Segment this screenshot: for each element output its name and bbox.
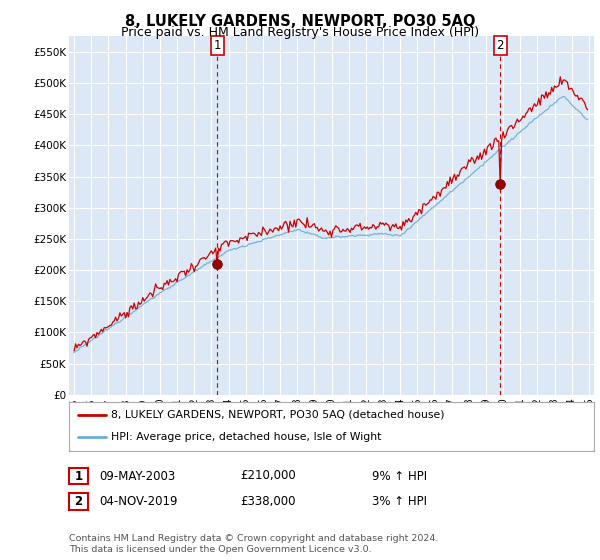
Text: 04-NOV-2019: 04-NOV-2019	[99, 494, 178, 508]
Text: Price paid vs. HM Land Registry's House Price Index (HPI): Price paid vs. HM Land Registry's House …	[121, 26, 479, 39]
Text: 1: 1	[214, 39, 221, 52]
Text: 2: 2	[74, 494, 83, 508]
Text: £210,000: £210,000	[240, 469, 296, 483]
Text: 9% ↑ HPI: 9% ↑ HPI	[372, 469, 427, 483]
Text: 3% ↑ HPI: 3% ↑ HPI	[372, 494, 427, 508]
Text: HPI: Average price, detached house, Isle of Wight: HPI: Average price, detached house, Isle…	[111, 432, 382, 442]
Text: 8, LUKELY GARDENS, NEWPORT, PO30 5AQ (detached house): 8, LUKELY GARDENS, NEWPORT, PO30 5AQ (de…	[111, 410, 445, 420]
Text: 2: 2	[497, 39, 504, 52]
Text: 1: 1	[74, 469, 83, 483]
Text: £338,000: £338,000	[240, 494, 296, 508]
Text: 09-MAY-2003: 09-MAY-2003	[99, 469, 175, 483]
Text: 8, LUKELY GARDENS, NEWPORT, PO30 5AQ: 8, LUKELY GARDENS, NEWPORT, PO30 5AQ	[125, 14, 475, 29]
Text: Contains HM Land Registry data © Crown copyright and database right 2024.
This d: Contains HM Land Registry data © Crown c…	[69, 534, 439, 554]
